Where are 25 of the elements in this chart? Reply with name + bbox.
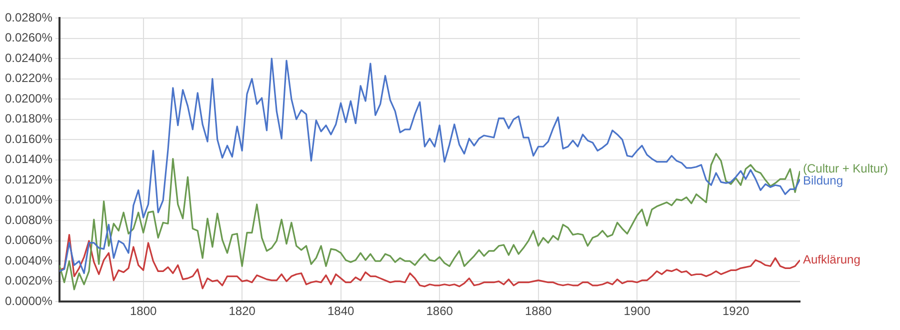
- series-label: Aufklärung: [803, 252, 860, 266]
- series-label: (Cultur + Kultur): [803, 161, 888, 176]
- x-tick-label: 1860: [426, 304, 454, 318]
- x-tick-label: 1840: [327, 304, 354, 318]
- y-tick-label: 0.0180%: [5, 112, 53, 126]
- y-tick-label: 0.0040%: [5, 253, 53, 268]
- y-tick-label: 0.0100%: [5, 192, 53, 207]
- y-tick-label: 0.0000%: [5, 294, 53, 308]
- y-tick-label: 0.0060%: [5, 233, 53, 248]
- y-tick-label: 0.0280%: [5, 10, 53, 24]
- y-tick-label: 0.0020%: [5, 274, 53, 288]
- y-tick-label: 0.0080%: [5, 212, 53, 227]
- x-tick-label: 1800: [130, 304, 157, 318]
- y-tick-label: 0.0140%: [5, 152, 53, 166]
- y-tick-label: 0.0240%: [5, 50, 53, 65]
- x-tick-label: 1880: [524, 304, 552, 318]
- series-label: Bildung: [803, 173, 844, 188]
- x-tick-label: 1900: [624, 304, 651, 318]
- y-tick-label: 0.0160%: [5, 132, 53, 146]
- x-tick-label: 1920: [722, 304, 750, 318]
- y-tick-label: 0.0220%: [5, 71, 53, 86]
- y-tick-label: 0.0260%: [5, 30, 53, 45]
- x-tick-label: 1820: [228, 304, 256, 318]
- y-tick-label: 0.0200%: [5, 91, 53, 106]
- y-tick-label: 0.0120%: [5, 172, 53, 186]
